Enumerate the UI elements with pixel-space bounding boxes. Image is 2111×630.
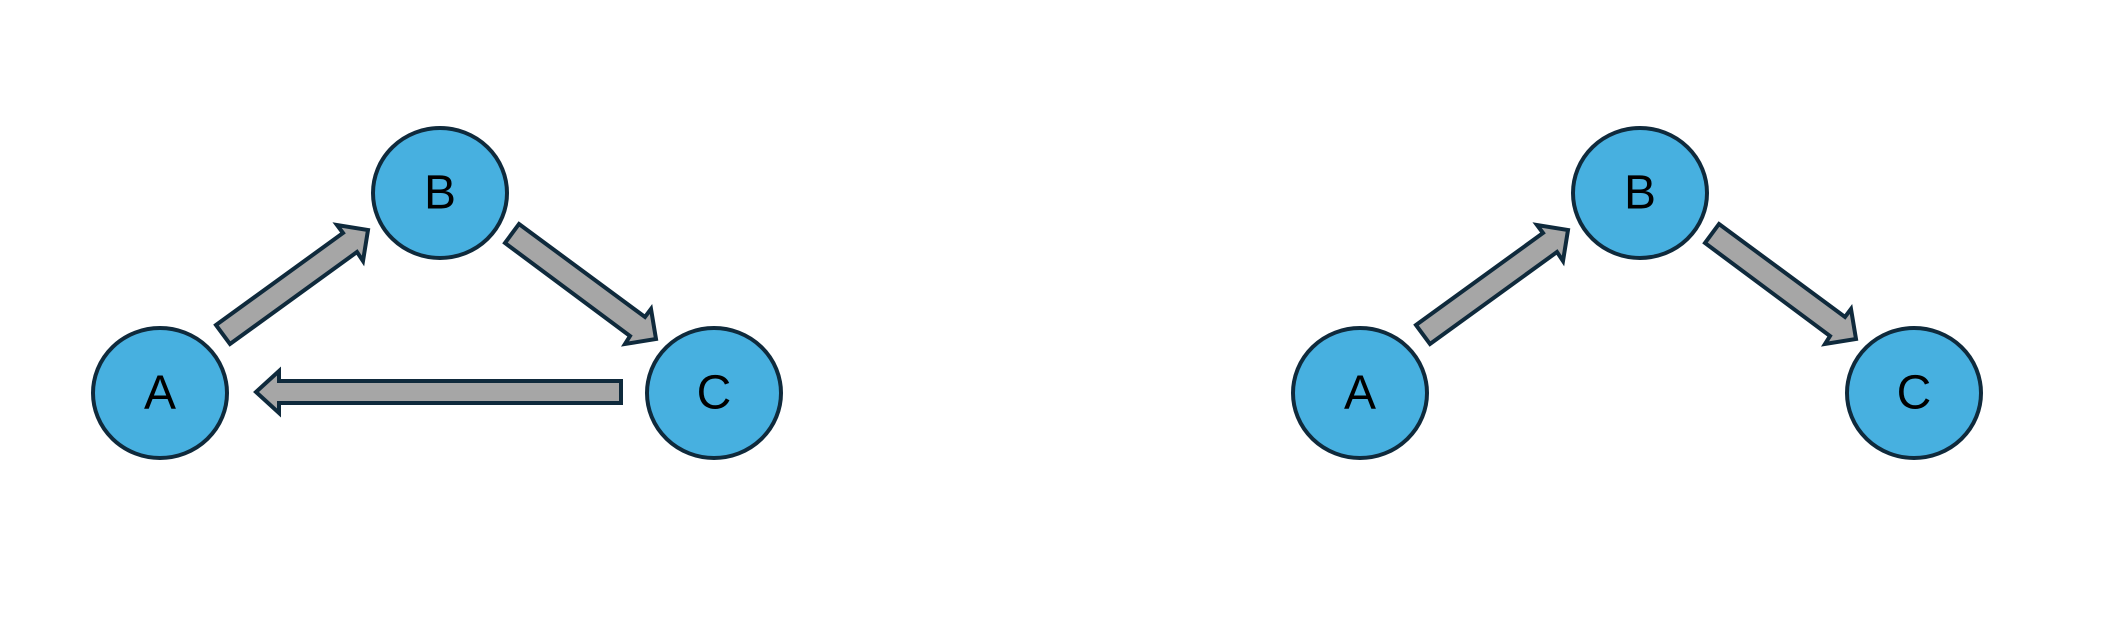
edge-c-to-a-arrow (253, 366, 623, 418)
node-a-circle (1291, 326, 1429, 460)
node-a: A (91, 326, 229, 460)
node-a-label: A (1344, 367, 1376, 420)
node-c-circle (645, 326, 783, 460)
node-c-circle (1845, 326, 1983, 460)
edge-b-to-c-arrow (1702, 221, 1859, 347)
node-c-label: C (697, 367, 732, 420)
node-b: B (1571, 126, 1709, 260)
node-a: A (1291, 326, 1429, 460)
node-b-circle (371, 126, 509, 260)
node-c-label: C (1897, 367, 1932, 420)
edge-b-to-c-arrow (502, 221, 659, 347)
cycle-graph: A B C (91, 126, 783, 460)
edge-a-to-b-arrow (213, 222, 371, 347)
node-b-label: B (424, 167, 456, 220)
node-b-label: B (1624, 167, 1656, 220)
node-b-circle (1571, 126, 1709, 260)
edge-a-to-b-arrow (1413, 222, 1571, 347)
node-a-label: A (144, 367, 176, 420)
node-a-circle (91, 326, 229, 460)
chain-graph: A B C (1291, 126, 1983, 460)
node-c: C (645, 326, 783, 460)
node-c: C (1845, 326, 1983, 460)
node-b: B (371, 126, 509, 260)
